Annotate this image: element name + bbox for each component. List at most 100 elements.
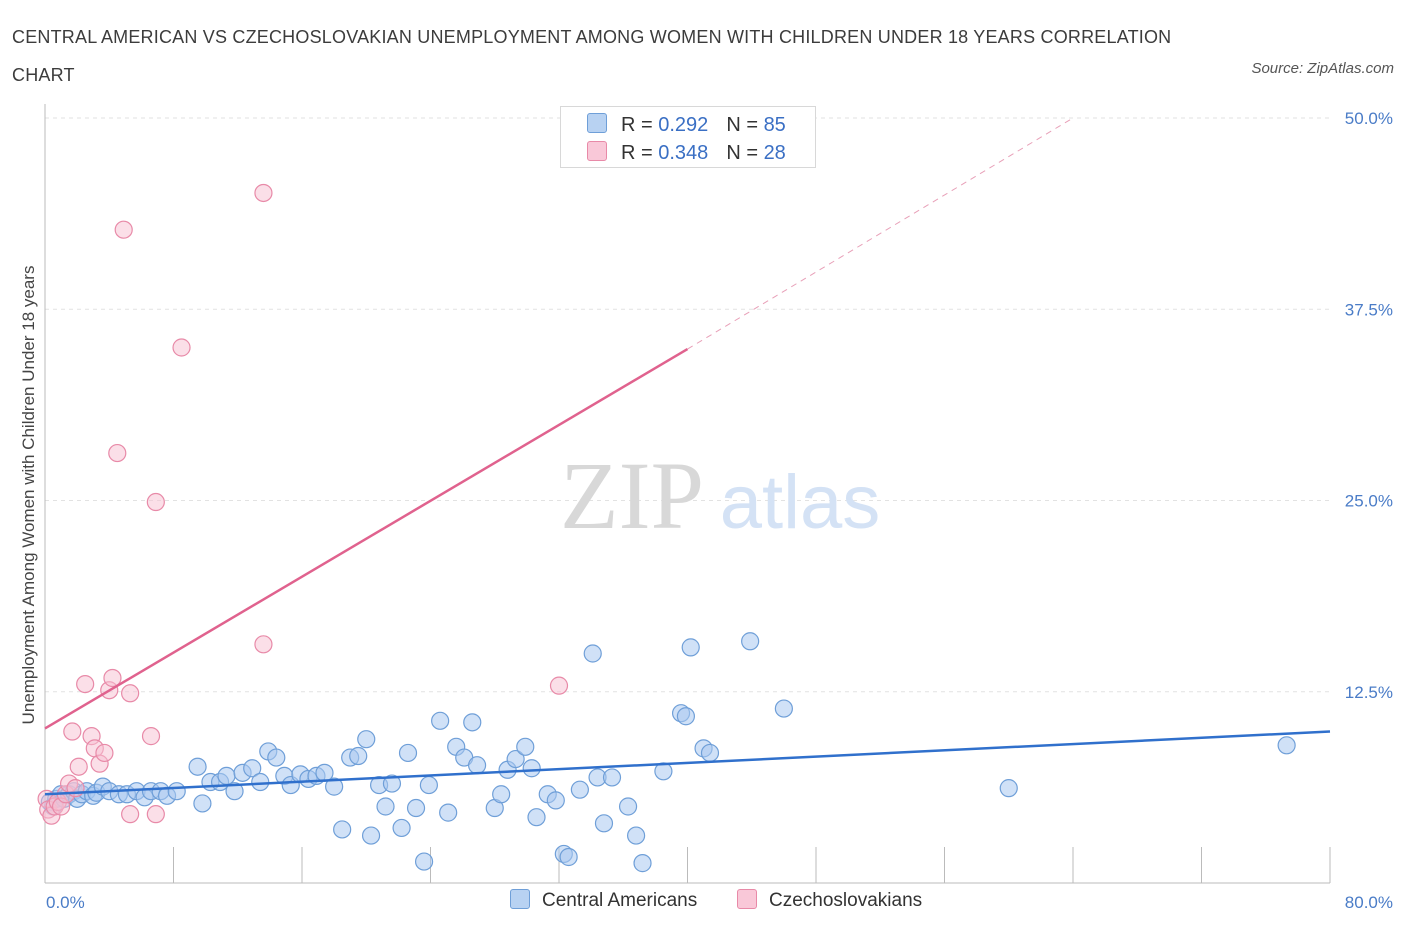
czechoslovakians-point: [549, 676, 569, 695]
czechoslovakians-point: [63, 722, 82, 741]
czechoslovakians-point: [146, 492, 165, 512]
central-americans-point: [225, 782, 244, 801]
czechoslovakians-point: [103, 668, 122, 688]
legend-swatch-blue: [510, 889, 530, 909]
central-americans-point: [193, 794, 212, 813]
central-americans-point: [376, 797, 395, 816]
czechoslovakians-point: [69, 757, 88, 776]
y-tick-label-0: 12.5%: [1345, 683, 1393, 702]
czechoslovakians-point: [254, 635, 273, 654]
czechoslovakians-point: [121, 684, 140, 703]
central-americans-point: [506, 749, 525, 769]
y-tick-label-1: 25.0%: [1345, 492, 1393, 511]
czechoslovakians-point: [141, 727, 161, 746]
central-americans-point: [741, 632, 760, 651]
central-americans-point: [406, 798, 426, 818]
legend-r-value-1: 0.292: [658, 114, 709, 136]
central-americans-point: [676, 707, 695, 726]
central-americans-point: [516, 737, 535, 756]
central-americans-point: [522, 759, 541, 778]
legend-swatch-pink: [587, 141, 607, 161]
central-americans-trend-line: [44, 730, 1331, 796]
central-americans-point: [602, 768, 622, 787]
central-americans-point: [654, 762, 673, 781]
legend-r-value-2: 0.348: [658, 142, 709, 164]
central-americans-point: [467, 756, 487, 775]
legend-n-value-1: 85: [763, 114, 786, 136]
central-americans-point: [439, 803, 458, 822]
central-americans-point: [251, 772, 270, 792]
central-americans-point: [570, 780, 589, 799]
source-label: Source: ZipAtlas.com: [1251, 60, 1394, 77]
central-americans-point: [392, 818, 411, 838]
legend-r-label: R =: [621, 142, 653, 164]
czechoslovakians-point: [254, 183, 273, 203]
central-americans-point: [681, 638, 700, 657]
czechoslovakians-point: [76, 674, 95, 694]
central-americans-point: [414, 852, 434, 871]
legend-item-czechoslovakians[interactable]: Czechoslovakians: [737, 889, 922, 912]
central-americans-point: [463, 713, 482, 732]
legend-label-czechoslovakians: Czechoslovakians: [769, 890, 923, 911]
legend-row-central-americans: R = 0.292 N = 85: [587, 113, 786, 137]
central-americans-point: [267, 748, 286, 767]
central-americans-point: [583, 644, 602, 663]
central-americans-point: [546, 791, 565, 810]
central-americans-point: [1277, 736, 1296, 755]
central-americans-point: [349, 746, 368, 766]
czechoslovakians-point: [114, 220, 133, 239]
tick-labels: 12.5% 25.0% 37.5% 50.0% 0.0% 80.0%: [46, 109, 1393, 912]
legend-row-czechoslovakians: R = 0.348 N = 28: [587, 141, 786, 165]
czechoslovakians-point: [172, 338, 191, 357]
watermark-atlas: atlas: [720, 460, 881, 545]
x-tick-label-1: 80.0%: [1345, 893, 1393, 912]
central-americans-point: [243, 759, 262, 778]
central-americans-point: [618, 797, 638, 816]
czechoslovakians-trend-extension: [687, 117, 1074, 350]
central-americans-point: [188, 757, 207, 776]
czechoslovakians-points: [37, 183, 569, 825]
chart-title: CENTRAL AMERICAN VS CZECHOSLOVAKIAN UNEM…: [12, 27, 1172, 85]
central-americans-point: [398, 743, 418, 763]
central-americans-points: [40, 632, 1296, 873]
legend-swatch-pink: [737, 889, 757, 909]
central-americans-point: [325, 777, 344, 796]
czechoslovakians-point: [146, 805, 165, 824]
legend-r-label: R =: [621, 114, 653, 136]
y-axis-label: Unemployment Among Women with Children U…: [19, 266, 38, 725]
central-americans-point: [357, 730, 376, 749]
czechoslovakians-point: [95, 743, 114, 763]
central-americans-point: [774, 699, 793, 718]
axes: [44, 104, 1331, 884]
central-americans-point: [167, 782, 186, 801]
legend-n-label: N =: [726, 114, 758, 136]
y-tick-label-2: 37.5%: [1345, 300, 1393, 319]
legend-n-value-2: 28: [763, 142, 786, 164]
central-americans-point: [333, 820, 352, 839]
y-tick-label-3: 50.0%: [1345, 109, 1393, 128]
central-americans-point: [382, 774, 402, 793]
central-americans-point: [492, 785, 511, 804]
czechoslovakians-trend-line: [44, 347, 689, 730]
correlation-legend: R = 0.292 N = 85 R = 0.348 N = 28: [560, 106, 816, 168]
central-americans-point: [559, 847, 578, 867]
central-americans-point: [700, 743, 720, 763]
central-americans-point: [626, 826, 646, 845]
czechoslovakians-point: [121, 805, 140, 824]
central-americans-point: [633, 854, 652, 873]
legend-swatch-blue: [587, 113, 607, 133]
central-americans-point: [217, 766, 236, 786]
legend-n-label: N =: [726, 142, 758, 164]
x-tick-label-0: 0.0%: [46, 893, 85, 912]
trend-lines: [44, 117, 1331, 796]
czechoslovakians-point: [108, 443, 127, 463]
watermark-zip: ZIP: [560, 442, 704, 549]
central-americans-point: [594, 814, 614, 833]
legend-item-central-americans[interactable]: Central Americans: [510, 889, 697, 912]
central-americans-point: [419, 775, 438, 795]
central-americans-point: [361, 826, 381, 845]
grid: [45, 117, 1330, 693]
central-americans-point: [527, 808, 546, 827]
central-americans-point: [999, 779, 1018, 798]
